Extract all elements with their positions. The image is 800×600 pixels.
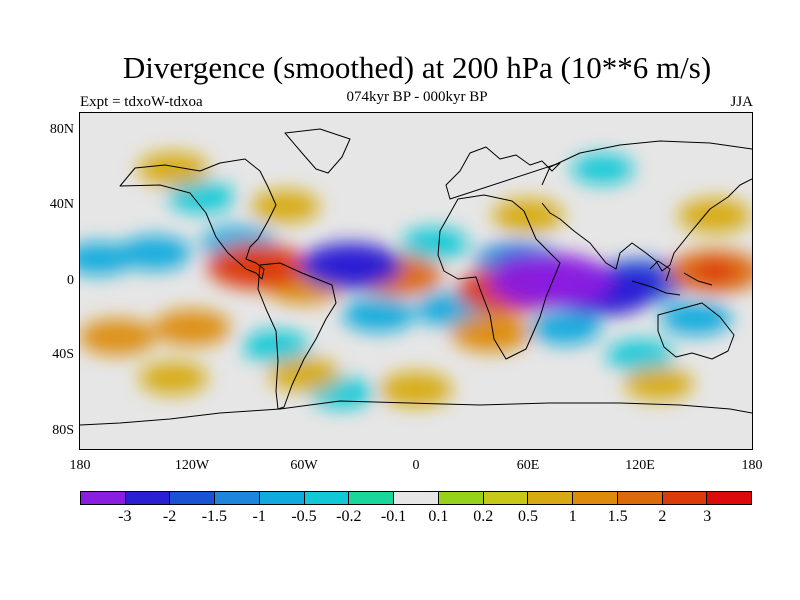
colorbar-swatch [170,492,216,504]
divergence-anomaly [678,198,752,234]
colorbar-label: -3 [118,508,132,525]
colorbar-swatch [438,492,484,504]
divergence-anomaly [138,361,208,395]
coast-south-america [257,262,337,410]
lon-tick: 120W [174,458,210,473]
coast-indonesia [631,260,713,296]
lon-tick: 180 [69,458,91,473]
colorbar-label: -1.5 [201,508,228,525]
experiment-label: Expt = tdxoW-tdxoa [80,94,203,110]
divergence-field [80,128,752,426]
season-label: JJA [730,94,753,110]
colorbar-label: 0.5 [518,508,538,525]
lat-tick: 80N [49,122,74,137]
convergence-anomaly [529,310,601,345]
convergence-anomaly [401,227,468,260]
colorbar-swatch [81,492,126,504]
coast-greenland [284,128,351,174]
colorbar-swatch [349,492,395,504]
divergence-anomaly [137,151,209,187]
coast-australia [657,302,735,360]
colorbar-swatch [528,492,574,504]
map-title: Divergence (smoothed) at 200 hPa (10**6 … [122,50,712,85]
lon-tick: 60E [516,458,540,473]
colorbar-labels: -3 -2 -1.5 -1 -0.5 -0.2 -0.1 0.1 0.2 0.5 1 1.5 2 3 [80,508,752,528]
coast-asia [541,140,752,272]
colorbar-swatch [483,492,529,504]
colorbar-label: 3 [703,508,712,525]
map-subtitle: 074kyr BP - 000kyr BP [346,89,488,105]
colorbar-label: -2 [162,508,177,525]
lon-tick: 0 [412,458,420,473]
colorbar-swatch [304,492,350,504]
divergence-anomaly [250,189,320,223]
colorbar-label: -0.5 [291,508,317,525]
coast-north-america [119,158,277,280]
lon-tick: 180 [741,458,763,473]
colorbar-swatch [259,492,305,504]
colorbar-swatch [125,492,171,504]
coast-antarctica [80,400,752,426]
divergence-anomaly [379,371,453,407]
divergence-anomaly [624,367,694,401]
colorbar-label: -0.2 [336,508,362,525]
convergence-anomaly [168,180,235,214]
convergence-anomaly [118,235,192,271]
lon-tick: 60W [290,458,318,473]
anomaly-core [693,260,736,283]
coast-europe [445,146,561,200]
colorbar-swatch [394,492,439,504]
convergence-anomaly [606,339,674,372]
colorbar-swatch [573,492,618,504]
lat-tick: 40N [49,197,74,212]
colorbar-swatch [617,492,663,504]
lat-tick: 40S [52,347,74,362]
convergence-anomaly [342,297,416,333]
convergence-anomaly [242,330,310,363]
colorbar-label: 2 [658,508,667,525]
divergence-anomaly [153,309,231,347]
divergence-anomaly [80,318,156,356]
anomaly-core [327,254,374,278]
colorbar-label: -1 [252,508,266,525]
colorbar-swatch [707,492,752,504]
divergence-map [79,112,753,450]
lat-tick: 80S [52,423,74,438]
colorbar-swatch [662,492,708,504]
colorbar-label: -0.1 [380,508,407,525]
anomaly-core [472,323,509,343]
colorbar-swatch [215,492,260,504]
colorbar-label: 1 [568,508,577,525]
coast-africa [437,194,561,360]
colorbar [80,491,752,505]
colorbar-label: 0.1 [428,508,449,525]
anomaly-core [522,267,579,295]
colorbar-label: 1.5 [607,508,628,525]
coastlines [80,128,752,426]
lon-tick: 120E [625,458,655,473]
convergence-anomaly [571,153,634,185]
lat-tick: 0 [67,273,74,288]
divergence-anomaly [492,198,564,233]
colorbar-label: 0.2 [473,508,494,525]
anomaly-core [234,254,280,278]
divergence-anomaly [268,357,340,392]
